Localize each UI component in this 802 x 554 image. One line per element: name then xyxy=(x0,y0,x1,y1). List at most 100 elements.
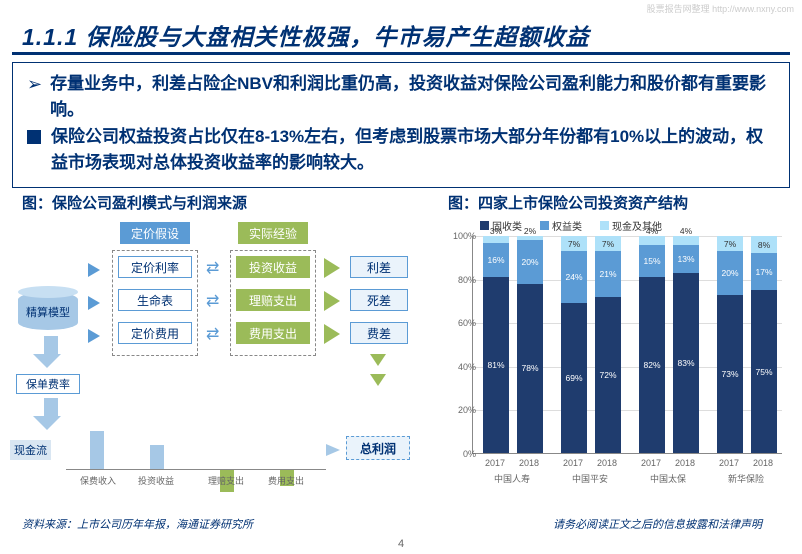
bar-segment-cash: 7% xyxy=(561,236,587,251)
bar-segment-equity: 20% xyxy=(717,251,743,294)
bullet-square-icon xyxy=(27,130,41,144)
swatch-icon xyxy=(600,221,609,230)
box-pricing-assumption: 定价假设 xyxy=(120,222,190,244)
bar-segment-cash: 4% xyxy=(639,236,665,245)
footer-disclaimer: 请务必阅读正文之后的信息披露和法律声明 xyxy=(553,516,762,532)
footer-source: 资料来源：上市公司历年年报，海通证券研究所 xyxy=(22,516,253,532)
x-axis-year: 2018 xyxy=(592,458,622,468)
arrow-icon xyxy=(324,291,340,311)
arrow-down-icon xyxy=(40,336,61,368)
segment-value: 69% xyxy=(561,373,587,383)
legend-equity: 权益类 xyxy=(540,218,582,233)
arrow-icon xyxy=(88,329,100,343)
label: 定价费用 xyxy=(131,325,179,342)
content-box: ➢ 存量业务中，利差占险企NBV和利润比重仍高，投资收益对保险公司盈利能力和股价… xyxy=(12,62,790,188)
segment-value: 7% xyxy=(595,239,621,249)
bar-group: 81%16%3% xyxy=(483,236,509,453)
x-axis-year: 2018 xyxy=(670,458,700,468)
segment-value: 13% xyxy=(673,254,699,264)
bar-group: 69% 24% 7% xyxy=(561,236,587,453)
bullet-2-text: 保险公司权益投资占比仅在8-13%左右，但考虑到股票市场大部分年份都有10%以上… xyxy=(51,124,775,175)
bar-segment-cash: 7% xyxy=(717,236,743,251)
segment-value: 17% xyxy=(751,267,777,277)
segment-value: 75% xyxy=(751,367,777,377)
arrow-icon xyxy=(324,324,340,344)
box-policy-rate: 保单费率 xyxy=(16,374,80,394)
y-axis-label: 60% xyxy=(450,318,476,328)
segment-value: 7% xyxy=(717,239,743,249)
box-expense-margin: 费差 xyxy=(350,322,408,344)
chart-title-left: 图：保险公司盈利模式与利润来源 xyxy=(22,192,247,213)
bullet-1: ➢ 存量业务中，利差占险企NBV和利润比重仍高，投资收益对保险公司盈利能力和股价… xyxy=(27,71,775,122)
y-axis-label: 40% xyxy=(450,362,476,372)
x-axis-year: 2017 xyxy=(558,458,588,468)
bar-segment-cash: 3% xyxy=(483,236,509,243)
bar-segment-fixed: 82% xyxy=(639,277,665,453)
plot-area: 81%16%3%78%20%2%69%24%7%72%21%7%82%15%4%… xyxy=(472,236,782,454)
box-mortality: 死差 xyxy=(350,289,408,311)
box-actual-experience: 实际经验 xyxy=(238,222,308,244)
bar-segment-fixed: 75% xyxy=(751,290,777,453)
bullet-1-text: 存量业务中，利差占险企NBV和利润比重仍高，投资收益对保险公司盈利能力和股价都有… xyxy=(50,71,775,122)
bar-group: 73% 20% 7% xyxy=(717,236,743,453)
label: 实际经验 xyxy=(249,225,297,242)
label: 生命表 xyxy=(137,292,173,309)
bar-segment-equity: 24% xyxy=(561,251,587,303)
x-axis-year: 2018 xyxy=(748,458,778,468)
cylinder-actuarial: 精算模型 xyxy=(18,292,78,330)
bar-segment-equity: 13% xyxy=(673,245,699,273)
segment-value: 20% xyxy=(517,257,543,267)
bar-investment xyxy=(150,445,164,469)
cf-label-3: 理赔支出 xyxy=(208,474,244,487)
box-total-profit: 总利润 xyxy=(346,436,410,460)
arrow-icon xyxy=(88,263,100,277)
x-axis-company: 新华保险 xyxy=(716,472,776,485)
label: 定价利率 xyxy=(131,259,179,276)
bar-premium xyxy=(90,431,104,469)
arrow-right-to-profit xyxy=(326,444,340,456)
bar-segment-cash: 4% xyxy=(673,236,699,245)
label: 费用支出 xyxy=(268,476,304,486)
x-axis-year: 2017 xyxy=(714,458,744,468)
segment-value: 15% xyxy=(639,256,665,266)
bar-segment-equity: 20% xyxy=(517,240,543,283)
label: 费差 xyxy=(367,325,391,342)
bar-segment-cash: 2% xyxy=(517,236,543,240)
swap-icon: ⇄ xyxy=(206,291,219,311)
bar-segment-fixed: 78% xyxy=(517,284,543,453)
segment-value: 20% xyxy=(717,268,743,278)
bar-segment-equity: 21% xyxy=(595,251,621,297)
bar-segment-equity: 17% xyxy=(751,253,777,290)
x-axis-company: 中国太保 xyxy=(638,472,698,485)
segment-value: 8% xyxy=(751,240,777,250)
bar-segment-equity: 15% xyxy=(639,245,665,277)
segment-value: 82% xyxy=(639,360,665,370)
x-axis-year: 2017 xyxy=(480,458,510,468)
swap-icon: ⇄ xyxy=(206,324,219,344)
swap-icon: ⇄ xyxy=(206,258,219,278)
y-axis-label: 80% xyxy=(450,275,476,285)
cf-label-2: 投资收益 xyxy=(138,474,174,487)
segment-value: 21% xyxy=(595,269,621,279)
segment-value: 24% xyxy=(561,272,587,282)
y-axis-label: 20% xyxy=(450,405,476,415)
segment-value: 83% xyxy=(673,358,699,368)
bar-group: 83% 13% 4% xyxy=(673,236,699,453)
bar-segment-fixed: 83% xyxy=(673,273,699,453)
segment-value: 4% xyxy=(639,226,665,236)
segment-value: 78% xyxy=(517,363,543,373)
box-expenses: 费用支出 xyxy=(236,322,310,344)
segment-value: 73% xyxy=(717,369,743,379)
arrow-down-icon xyxy=(40,398,61,430)
box-life-table: 生命表 xyxy=(118,289,192,311)
arrow-down-icon xyxy=(370,354,386,366)
slide-title: 1.1.1 保险股与大盘相关性极强，牛市易产生超额收益 xyxy=(22,18,590,52)
label: 理赔支出 xyxy=(208,476,244,486)
segment-value: 3% xyxy=(483,226,509,236)
label: 死差 xyxy=(367,292,391,309)
cashflow-label: 现金流 xyxy=(10,440,51,460)
segment-value: 2% xyxy=(517,226,543,236)
box-claims: 理赔支出 xyxy=(236,289,310,311)
cf-label-1: 保费收入 xyxy=(80,474,116,487)
label: 投资收益 xyxy=(249,259,297,276)
